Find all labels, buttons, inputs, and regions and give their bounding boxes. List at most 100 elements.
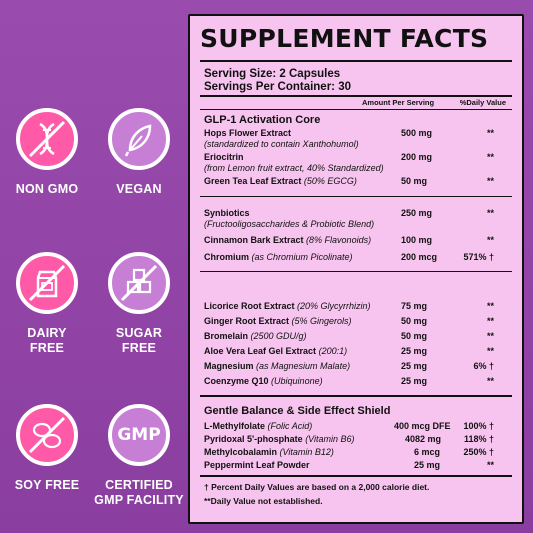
ingredient-name: Synbiotics (204, 208, 250, 218)
badge-gmp: GMP CERTIFIED GMP FACILITY (92, 404, 186, 508)
ingredient-dv: ** (486, 346, 494, 356)
badge-label: SOY FREE (14, 478, 80, 492)
divider-thick (200, 95, 512, 97)
ingredient-name: Bromelain (204, 331, 249, 341)
divider (200, 109, 512, 110)
ingredient-name: L-Methylfolate (204, 421, 266, 431)
ingredient-name: Cinnamon Bark Extract (204, 235, 304, 245)
badge-label: NON GMO (15, 182, 79, 196)
ingredient-dv: ** (486, 176, 494, 186)
ingredient-row: Chromium (as Chromium Picolinate) 200 mc… (204, 252, 510, 263)
ingredient-desc: (50% EGCG) (303, 176, 357, 186)
sugar-cubes-icon (108, 252, 170, 314)
section-title: GLP-1 Activation Core (204, 114, 321, 126)
badge-label: VEGAN (116, 182, 162, 196)
ingredient-row: Bromelain (2500 GDU/g) 50 mg ** (204, 331, 510, 342)
ingredient-desc: (as Magnesium Malate) (256, 361, 351, 371)
ingredient-name: Eriocitrin (204, 152, 244, 162)
ingredient-dv: ** (486, 235, 494, 245)
facts-title-bar: SUPPLEMENT FACTS (200, 24, 512, 62)
ingredient-name: Green Tea Leaf Extract (204, 176, 302, 186)
ingredient-amount: 500 mg (401, 128, 433, 138)
divider (200, 271, 512, 272)
ingredient-dv: ** (486, 152, 494, 162)
ingredient-name: Ginger Root Extract (204, 316, 290, 326)
ingredient-amount: 200 mcg (401, 252, 438, 262)
ingredient-amount: 50 mg (401, 316, 428, 326)
footnote-daily-values: † Percent Daily Values are based on a 2,… (204, 482, 430, 492)
divider (200, 196, 512, 197)
ingredient-name: Hops Flower Extract (204, 128, 292, 138)
ingredient-dv: 118% † (463, 434, 494, 444)
leaf-icon (108, 108, 170, 170)
ingredient-desc: (5% Gingerols) (291, 316, 352, 326)
ingredient-name: Licorice Root Extract (204, 301, 295, 311)
ingredient-name: Coenzyme Q10 (204, 376, 269, 386)
badge-label: CERTIFIED GMP FACILITY (94, 478, 184, 507)
ingredient-amount: 25 mg (401, 376, 428, 386)
ingredient-desc: (2500 GDU/g) (250, 331, 307, 341)
dna-icon (16, 108, 78, 170)
ingredient-name: Pyridoxal 5'-phosphate (204, 434, 303, 444)
supplement-facts-panel: SUPPLEMENT FACTS Serving Size: 2 Capsule… (188, 14, 524, 524)
ingredient-row: Magnesium (as Magnesium Malate) 25 mg 6%… (204, 361, 510, 372)
badge-vegan: VEGAN (97, 108, 181, 197)
ingredient-amount: 200 mg (401, 152, 433, 162)
ingredient-row: Cinnamon Bark Extract (8% Flavonoids) 10… (204, 235, 510, 246)
ingredient-desc: (Ubiquinone) (271, 376, 323, 386)
ingredient-desc: (Vitamin B6) (305, 434, 355, 444)
ingredient-dv: ** (486, 128, 494, 138)
ingredient-name: Magnesium (204, 361, 254, 371)
column-header-dv: %Daily Value (459, 98, 506, 107)
ingredient-dv: 250% † (463, 447, 494, 457)
gmp-icon-text: GMP (117, 425, 161, 445)
ingredient-amount: 50 mg (401, 331, 428, 341)
ingredient-row: Eriocitrin (from Lemon fruit extract, 40… (204, 152, 510, 174)
ingredient-row: Pyridoxal 5'-phosphate (Vitamin B6) 4082… (204, 434, 510, 445)
footnote-not-established: **Daily Value not established. (204, 496, 323, 506)
badge-label: DAIRY FREE (27, 326, 67, 355)
ingredient-amount: 25 mg (401, 346, 428, 356)
ingredient-amount: 400 mcg DFE (394, 421, 451, 431)
ingredient-desc: (Vitamin B12) (279, 447, 334, 457)
badge-dairy-free: DAIRY FREE (5, 252, 89, 356)
ingredient-dv: ** (486, 316, 494, 326)
ingredient-dv: 6% † (473, 361, 494, 371)
ingredient-row: Methylcobalamin (Vitamin B12) 6 mcg 250%… (204, 447, 510, 458)
ingredient-row: Peppermint Leaf Powder 25 mg ** (204, 460, 510, 471)
ingredient-amount: 4082 mg (405, 434, 442, 444)
ingredient-name: Peppermint Leaf Powder (204, 460, 310, 470)
ingredient-row: Ginger Root Extract (5% Gingerols) 50 mg… (204, 316, 510, 327)
ingredient-amount: 250 mg (401, 208, 433, 218)
ingredient-row: Green Tea Leaf Extract (50% EGCG) 50 mg … (204, 176, 510, 187)
ingredient-amount: 25 mg (401, 361, 428, 371)
badge-soy-free: SOY FREE (5, 404, 89, 493)
ingredient-row: Licorice Root Extract (20% Glycyrrhizin)… (204, 301, 510, 312)
divider-thick (200, 395, 512, 397)
milk-carton-icon (16, 252, 78, 314)
ingredient-desc: (20% Glycyrrhizin) (297, 301, 371, 311)
ingredient-amount: 50 mg (401, 176, 428, 186)
ingredient-desc: (from Lemon fruit extract, 40% Standardi… (204, 163, 384, 173)
ingredient-dv: 100% † (463, 421, 494, 431)
ingredient-desc: (8% Flavonoids) (306, 235, 372, 245)
serving-size: Serving Size: 2 Capsules (204, 68, 341, 80)
ingredient-dv: 571% † (463, 252, 494, 262)
ingredient-dv: ** (486, 460, 494, 470)
ingredient-dv: ** (486, 376, 494, 386)
ingredient-amount: 100 mg (401, 235, 433, 245)
column-header-amount: Amount Per Serving (362, 98, 435, 107)
ingredient-amount: 6 mcg (414, 447, 441, 457)
ingredient-dv: ** (486, 331, 494, 341)
gmp-icon: GMP (108, 404, 170, 466)
ingredient-desc: (200:1) (318, 346, 348, 356)
ingredient-name: Aloe Vera Leaf Gel Extract (204, 346, 317, 356)
ingredient-amount: 75 mg (401, 301, 428, 311)
ingredient-row: Coenzyme Q10 (Ubiquinone) 25 mg ** (204, 376, 510, 387)
soybean-icon (16, 404, 78, 466)
badge-label: SUGAR FREE (115, 326, 163, 355)
ingredient-row: Synbiotics (Fructooligosaccharides & Pro… (204, 208, 510, 230)
badge-sugar-free: SUGAR FREE (97, 252, 181, 356)
ingredient-name: Methylcobalamin (204, 447, 278, 457)
servings-per-container: Servings Per Container: 30 (204, 81, 351, 93)
